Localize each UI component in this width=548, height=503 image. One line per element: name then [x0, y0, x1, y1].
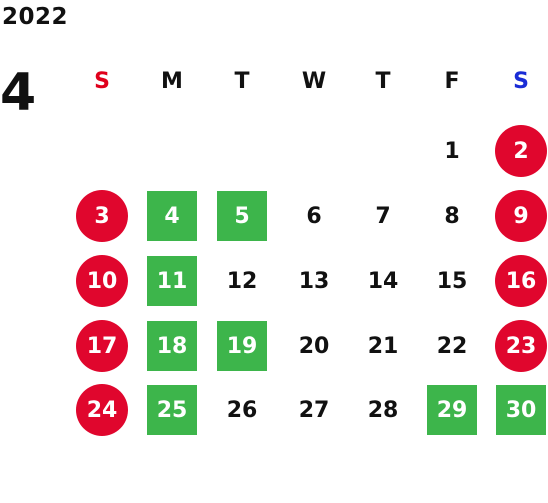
day-cell[interactable]: 5: [216, 190, 268, 242]
day-cell[interactable]: 28: [357, 384, 409, 436]
highlighted-day-number: 30: [496, 385, 546, 435]
highlighted-day-number: 18: [147, 321, 197, 371]
day-cell[interactable]: 11: [146, 255, 198, 307]
day-number: 20: [298, 333, 330, 359]
day-number: 27: [298, 397, 330, 423]
holiday-day-number: 2: [495, 125, 547, 177]
day-number: 12: [226, 268, 258, 294]
day-cell[interactable]: 19: [216, 320, 268, 372]
day-number: 1: [444, 138, 460, 164]
day-cell[interactable]: 26: [216, 384, 268, 436]
highlighted-day-number: 29: [427, 385, 477, 435]
day-cell[interactable]: 15: [426, 255, 478, 307]
day-cell[interactable]: 27: [288, 384, 340, 436]
day-cell[interactable]: 9: [495, 190, 547, 242]
day-number: 6: [306, 203, 322, 229]
weekday-header-sunday: S: [94, 68, 110, 94]
day-cell[interactable]: 8: [426, 190, 478, 242]
day-number: 21: [367, 333, 399, 359]
day-number: 22: [436, 333, 468, 359]
day-cell[interactable]: 17: [76, 320, 128, 372]
day-number: 8: [444, 203, 460, 229]
day-number: 15: [436, 268, 468, 294]
weekday-header-thursday: T: [375, 68, 391, 94]
day-cell[interactable]: 21: [357, 320, 409, 372]
day-cell[interactable]: 29: [426, 384, 478, 436]
day-number: 7: [375, 203, 391, 229]
weekday-header-wednesday: W: [301, 68, 327, 94]
calendar-year: 2022: [2, 4, 69, 30]
day-cell[interactable]: 25: [146, 384, 198, 436]
highlighted-day-number: 5: [217, 191, 267, 241]
holiday-day-number: 24: [76, 384, 128, 436]
day-cell[interactable]: 6: [288, 190, 340, 242]
holiday-day-number: 16: [495, 255, 547, 307]
holiday-day-number: 23: [495, 320, 547, 372]
day-cell[interactable]: 13: [288, 255, 340, 307]
calendar-month: 4: [0, 63, 37, 123]
day-cell[interactable]: 23: [495, 320, 547, 372]
day-cell[interactable]: 3: [76, 190, 128, 242]
weekday-header-monday: M: [161, 68, 183, 94]
highlighted-day-number: 19: [217, 321, 267, 371]
day-cell[interactable]: 30: [495, 384, 547, 436]
day-cell[interactable]: 4: [146, 190, 198, 242]
highlighted-day-number: 4: [147, 191, 197, 241]
day-number: 26: [226, 397, 258, 423]
day-cell[interactable]: 2: [495, 125, 547, 177]
day-cell[interactable]: 20: [288, 320, 340, 372]
day-cell[interactable]: 7: [357, 190, 409, 242]
highlighted-day-number: 11: [147, 256, 197, 306]
day-cell[interactable]: 18: [146, 320, 198, 372]
day-cell[interactable]: 10: [76, 255, 128, 307]
holiday-day-number: 17: [76, 320, 128, 372]
holiday-day-number: 10: [76, 255, 128, 307]
day-cell[interactable]: 14: [357, 255, 409, 307]
day-cell[interactable]: 12: [216, 255, 268, 307]
day-cell[interactable]: 1: [426, 125, 478, 177]
weekday-header-friday: F: [444, 68, 460, 94]
holiday-day-number: 3: [76, 190, 128, 242]
holiday-day-number: 9: [495, 190, 547, 242]
day-number: 14: [367, 268, 399, 294]
highlighted-day-number: 25: [147, 385, 197, 435]
day-cell[interactable]: 16: [495, 255, 547, 307]
weekday-header-tuesday: T: [234, 68, 250, 94]
day-number: 28: [367, 397, 399, 423]
day-cell[interactable]: 22: [426, 320, 478, 372]
day-cell[interactable]: 24: [76, 384, 128, 436]
day-number: 13: [298, 268, 330, 294]
weekday-header-saturday: S: [513, 68, 529, 94]
